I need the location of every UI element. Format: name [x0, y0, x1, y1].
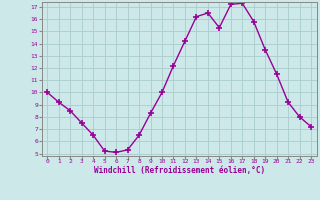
- X-axis label: Windchill (Refroidissement éolien,°C): Windchill (Refroidissement éolien,°C): [94, 166, 265, 175]
